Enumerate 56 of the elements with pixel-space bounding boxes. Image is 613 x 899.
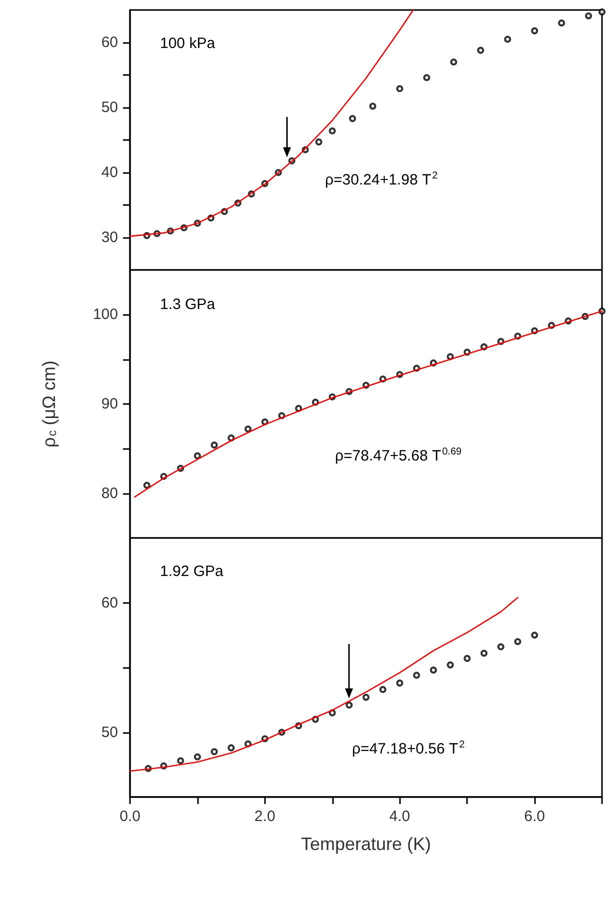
point xyxy=(430,666,437,674)
point xyxy=(346,702,353,709)
y-tick-label: 90 xyxy=(101,396,118,412)
y-tick-label: 60 xyxy=(101,594,118,612)
y-axis-title: ρc (μΩ cm) xyxy=(39,360,59,448)
point xyxy=(210,748,218,756)
line-series xyxy=(129,596,518,772)
point xyxy=(315,138,322,146)
y-tick-label: 60 xyxy=(101,34,118,51)
point xyxy=(598,8,606,16)
point xyxy=(362,694,370,701)
annotation: 100 kPa xyxy=(160,35,216,52)
y-tick-label: 50 xyxy=(101,724,118,741)
point xyxy=(446,353,454,360)
point xyxy=(349,115,356,122)
point xyxy=(531,632,538,639)
point xyxy=(379,686,386,694)
y-tick-label: 30 xyxy=(101,229,118,246)
point xyxy=(228,434,235,442)
point xyxy=(423,74,430,82)
y-tick-label: 40 xyxy=(101,164,118,181)
annotation: 1.92 GPa xyxy=(160,562,224,580)
point xyxy=(396,85,404,92)
x-tick-label: 0.0 xyxy=(120,808,140,825)
point xyxy=(177,757,184,764)
x-tick-label: 6.0 xyxy=(524,808,545,825)
point xyxy=(450,58,458,66)
point xyxy=(143,482,150,489)
point xyxy=(413,672,420,679)
point xyxy=(480,650,488,657)
annotation: 1.3 GPa xyxy=(160,296,216,313)
point xyxy=(531,27,538,34)
point xyxy=(369,102,376,110)
point xyxy=(446,661,454,668)
y-tick-label: 50 xyxy=(101,99,118,116)
point xyxy=(396,680,404,687)
point xyxy=(210,442,218,449)
point xyxy=(514,638,522,646)
point xyxy=(295,404,302,412)
y-tick-label: 100 xyxy=(92,306,118,324)
point xyxy=(328,709,336,716)
point xyxy=(497,643,504,650)
point xyxy=(558,20,566,26)
y-tick-label: 80 xyxy=(101,484,118,502)
point xyxy=(194,452,201,460)
point xyxy=(328,127,336,134)
point xyxy=(585,12,592,20)
point xyxy=(477,46,484,54)
x-tick-label: 2.0 xyxy=(254,808,276,825)
point xyxy=(504,36,512,43)
x-tick-label: 4.0 xyxy=(389,808,410,825)
point xyxy=(244,426,252,433)
point xyxy=(464,654,471,662)
point xyxy=(194,753,201,760)
x-axis-title: Temperature (K) xyxy=(300,834,432,854)
point xyxy=(228,744,235,752)
